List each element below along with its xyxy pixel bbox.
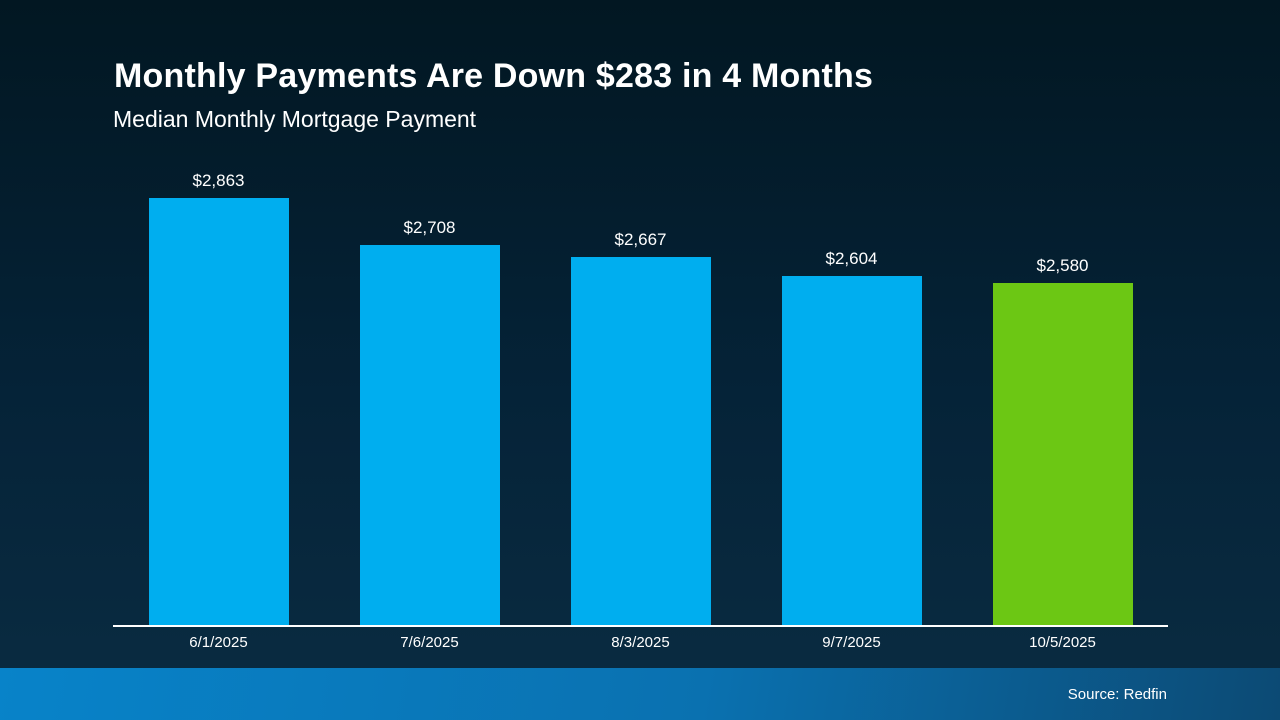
x-axis-label: 8/3/2025 — [611, 634, 670, 651]
bar — [359, 245, 500, 625]
footer-bar: Source: Redfin — [0, 668, 1280, 720]
bar-value-label: $2,708 — [403, 218, 456, 237]
bar-value-label: $2,604 — [825, 249, 878, 268]
bar-value-label: $2,580 — [1036, 256, 1089, 275]
bar-value-label: $2,667 — [614, 230, 667, 249]
bar — [570, 257, 711, 625]
x-axis-label: 7/6/2025 — [400, 634, 459, 651]
x-axis-line — [113, 625, 1168, 627]
chart-title: Monthly Payments Are Down $283 in 4 Mont… — [114, 57, 874, 95]
bar-group: $2,667 — [535, 231, 746, 625]
bar-group: $2,580 — [957, 257, 1168, 625]
x-axis-labels: 6/1/2025 7/6/2025 8/3/2025 9/7/2025 10/5/202… — [113, 634, 1168, 651]
x-axis-label: 10/5/2025 — [1029, 634, 1096, 651]
bar-value-label: $2,863 — [192, 171, 245, 190]
x-axis-label: 6/1/2025 — [189, 634, 248, 651]
chart-subtitle: Median Monthly Mortgage Payment — [113, 106, 477, 132]
bar — [781, 276, 922, 625]
bar — [148, 198, 289, 625]
plot-area: $2,863 $2,708 $2,667 $2,604 $2,580 — [113, 145, 1168, 625]
bar-group: $2,863 — [113, 172, 324, 625]
bar-group: $2,708 — [324, 219, 535, 625]
bar-group: $2,604 — [746, 250, 957, 625]
bar-highlight — [992, 283, 1133, 625]
source-label: Source: Redfin — [1067, 685, 1167, 703]
x-axis-label: 9/7/2025 — [822, 634, 881, 651]
